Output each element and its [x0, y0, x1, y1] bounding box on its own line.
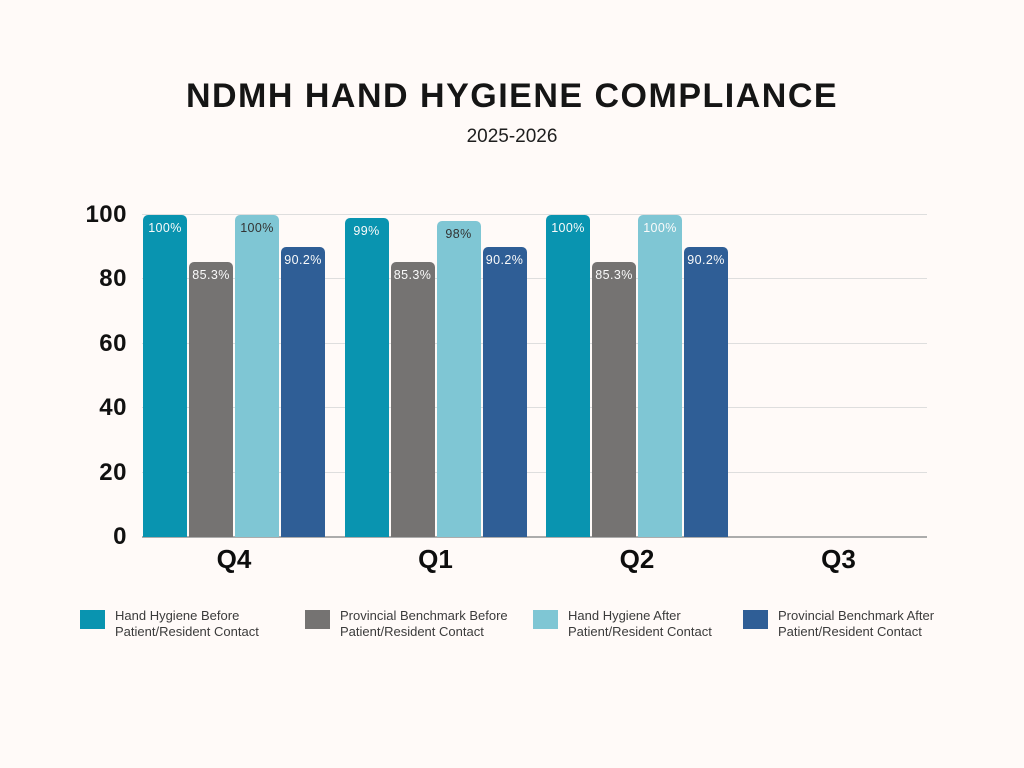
bar-value-label: 100% — [643, 221, 677, 235]
x-axis-label-q2: Q2 — [619, 544, 655, 574]
legend-label: Hand Hygiene After Patient/Resident Conta… — [568, 608, 712, 639]
bar-q2-hand-hygiene-before-patient-resident-contact: 100% — [546, 215, 590, 537]
gridline-60 — [142, 342, 927, 344]
bar-value-label: 100% — [148, 221, 182, 235]
bar-q2-provincial-benchmark-before-patient-resident-contact: 85.3% — [592, 262, 636, 537]
x-axis-label-q4: Q4 — [216, 544, 252, 574]
legend-label-line: Hand Hygiene After — [568, 608, 681, 623]
bar-q1-hand-hygiene-after-patient-resident-contact: 98% — [436, 221, 481, 537]
legend-label: Provincial Benchmark Before Patient/Resid… — [340, 608, 508, 639]
y-axis-label-100: 100 — [85, 201, 127, 228]
legend-item-hand-hygiene-before: Hand Hygiene Before Patient/Resident Cont… — [80, 608, 259, 639]
y-axis-label-20: 20 — [99, 458, 127, 486]
chart-subtitle: 2025-2026 — [466, 126, 558, 147]
legend-label-line: Provincial Benchmark Before — [340, 608, 508, 623]
bar-value-label: 90.2% — [687, 252, 725, 267]
x-axis-label-q1: Q1 — [418, 544, 453, 574]
bar-value-label: 98% — [445, 227, 472, 242]
legend-label: Hand Hygiene Before Patient/Resident Cont… — [115, 608, 259, 639]
legend-swatch — [533, 610, 558, 629]
y-axis-label-0: 0 — [113, 523, 127, 550]
bar-value-label: 90.2% — [284, 252, 322, 267]
legend-swatch — [80, 610, 105, 629]
chart-title: NDMH HAND HYGIENE COMPLIANCE — [185, 77, 839, 115]
bar-q2-hand-hygiene-after-patient-resident-contact: 100% — [638, 215, 682, 537]
legend-label-line: Patient/Resident Contact — [568, 623, 712, 639]
gridline-40 — [142, 407, 927, 409]
legend-item-hand-hygiene-after: Hand Hygiene After Patient/Resident Conta… — [533, 608, 712, 639]
legend-item-provincial-benchmark-before: Provincial Benchmark Before Patient/Resid… — [305, 608, 508, 639]
bar-value-label: 100% — [551, 221, 585, 235]
y-axis-label-60: 60 — [99, 329, 127, 357]
x-axis-baseline — [142, 536, 927, 538]
legend-label-line: Patient/Resident Contact — [340, 623, 484, 639]
gridline-20 — [142, 471, 927, 473]
gridline-100 — [142, 214, 927, 215]
bar-q4-hand-hygiene-before-patient-resident-contact: 100% — [143, 215, 187, 537]
gridline-80 — [142, 278, 927, 280]
bar-q4-provincial-benchmark-before-patient-resident-contact: 85.3% — [189, 262, 233, 537]
bar-q1-provincial-benchmark-after-patient-resident-contact: 90.2% — [482, 246, 527, 537]
bar-value-label: 85.3% — [595, 268, 633, 283]
bar-value-label: 90.2% — [485, 252, 524, 267]
y-axis-label-80: 80 — [99, 265, 127, 293]
legend-swatch — [743, 610, 768, 629]
legend-label-line: Patient/Resident Contact — [778, 623, 922, 639]
legend-swatch — [305, 610, 330, 629]
legend-label-line: Provincial Benchmark After — [778, 608, 935, 623]
bar-q4-hand-hygiene-after-patient-resident-contact: 100% — [235, 215, 279, 537]
x-axis-label-q3: Q3 — [821, 544, 856, 574]
y-axis-label-40: 40 — [99, 394, 127, 422]
bar-value-label: 99% — [353, 224, 380, 239]
plot-area: 100% 85.3% 100% 90.2% 99% 85.3% 98% 90.2% 100% 85… — [142, 214, 927, 538]
bar-value-label: 85.3% — [393, 268, 432, 283]
legend-label-line: Patient/Resident Contact — [115, 623, 259, 639]
bar-q2-provincial-benchmark-after-patient-resident-contact: 90.2% — [684, 246, 728, 537]
bar-q1-hand-hygiene-before-patient-resident-contact: 99% — [344, 218, 389, 537]
bar-value-label: 100% — [240, 221, 274, 235]
legend-item-provincial-benchmark-after: Provincial Benchmark After Patient/Reside… — [743, 608, 934, 639]
bar-value-label: 85.3% — [192, 268, 230, 283]
legend-label: Provincial Benchmark After Patient/Reside… — [778, 608, 934, 639]
bar-q1-provincial-benchmark-before-patient-resident-contact: 85.3% — [390, 262, 435, 537]
legend-label-line: Hand Hygiene Before — [115, 608, 240, 623]
bar-q4-provincial-benchmark-after-patient-resident-contact: 90.2% — [281, 246, 325, 537]
